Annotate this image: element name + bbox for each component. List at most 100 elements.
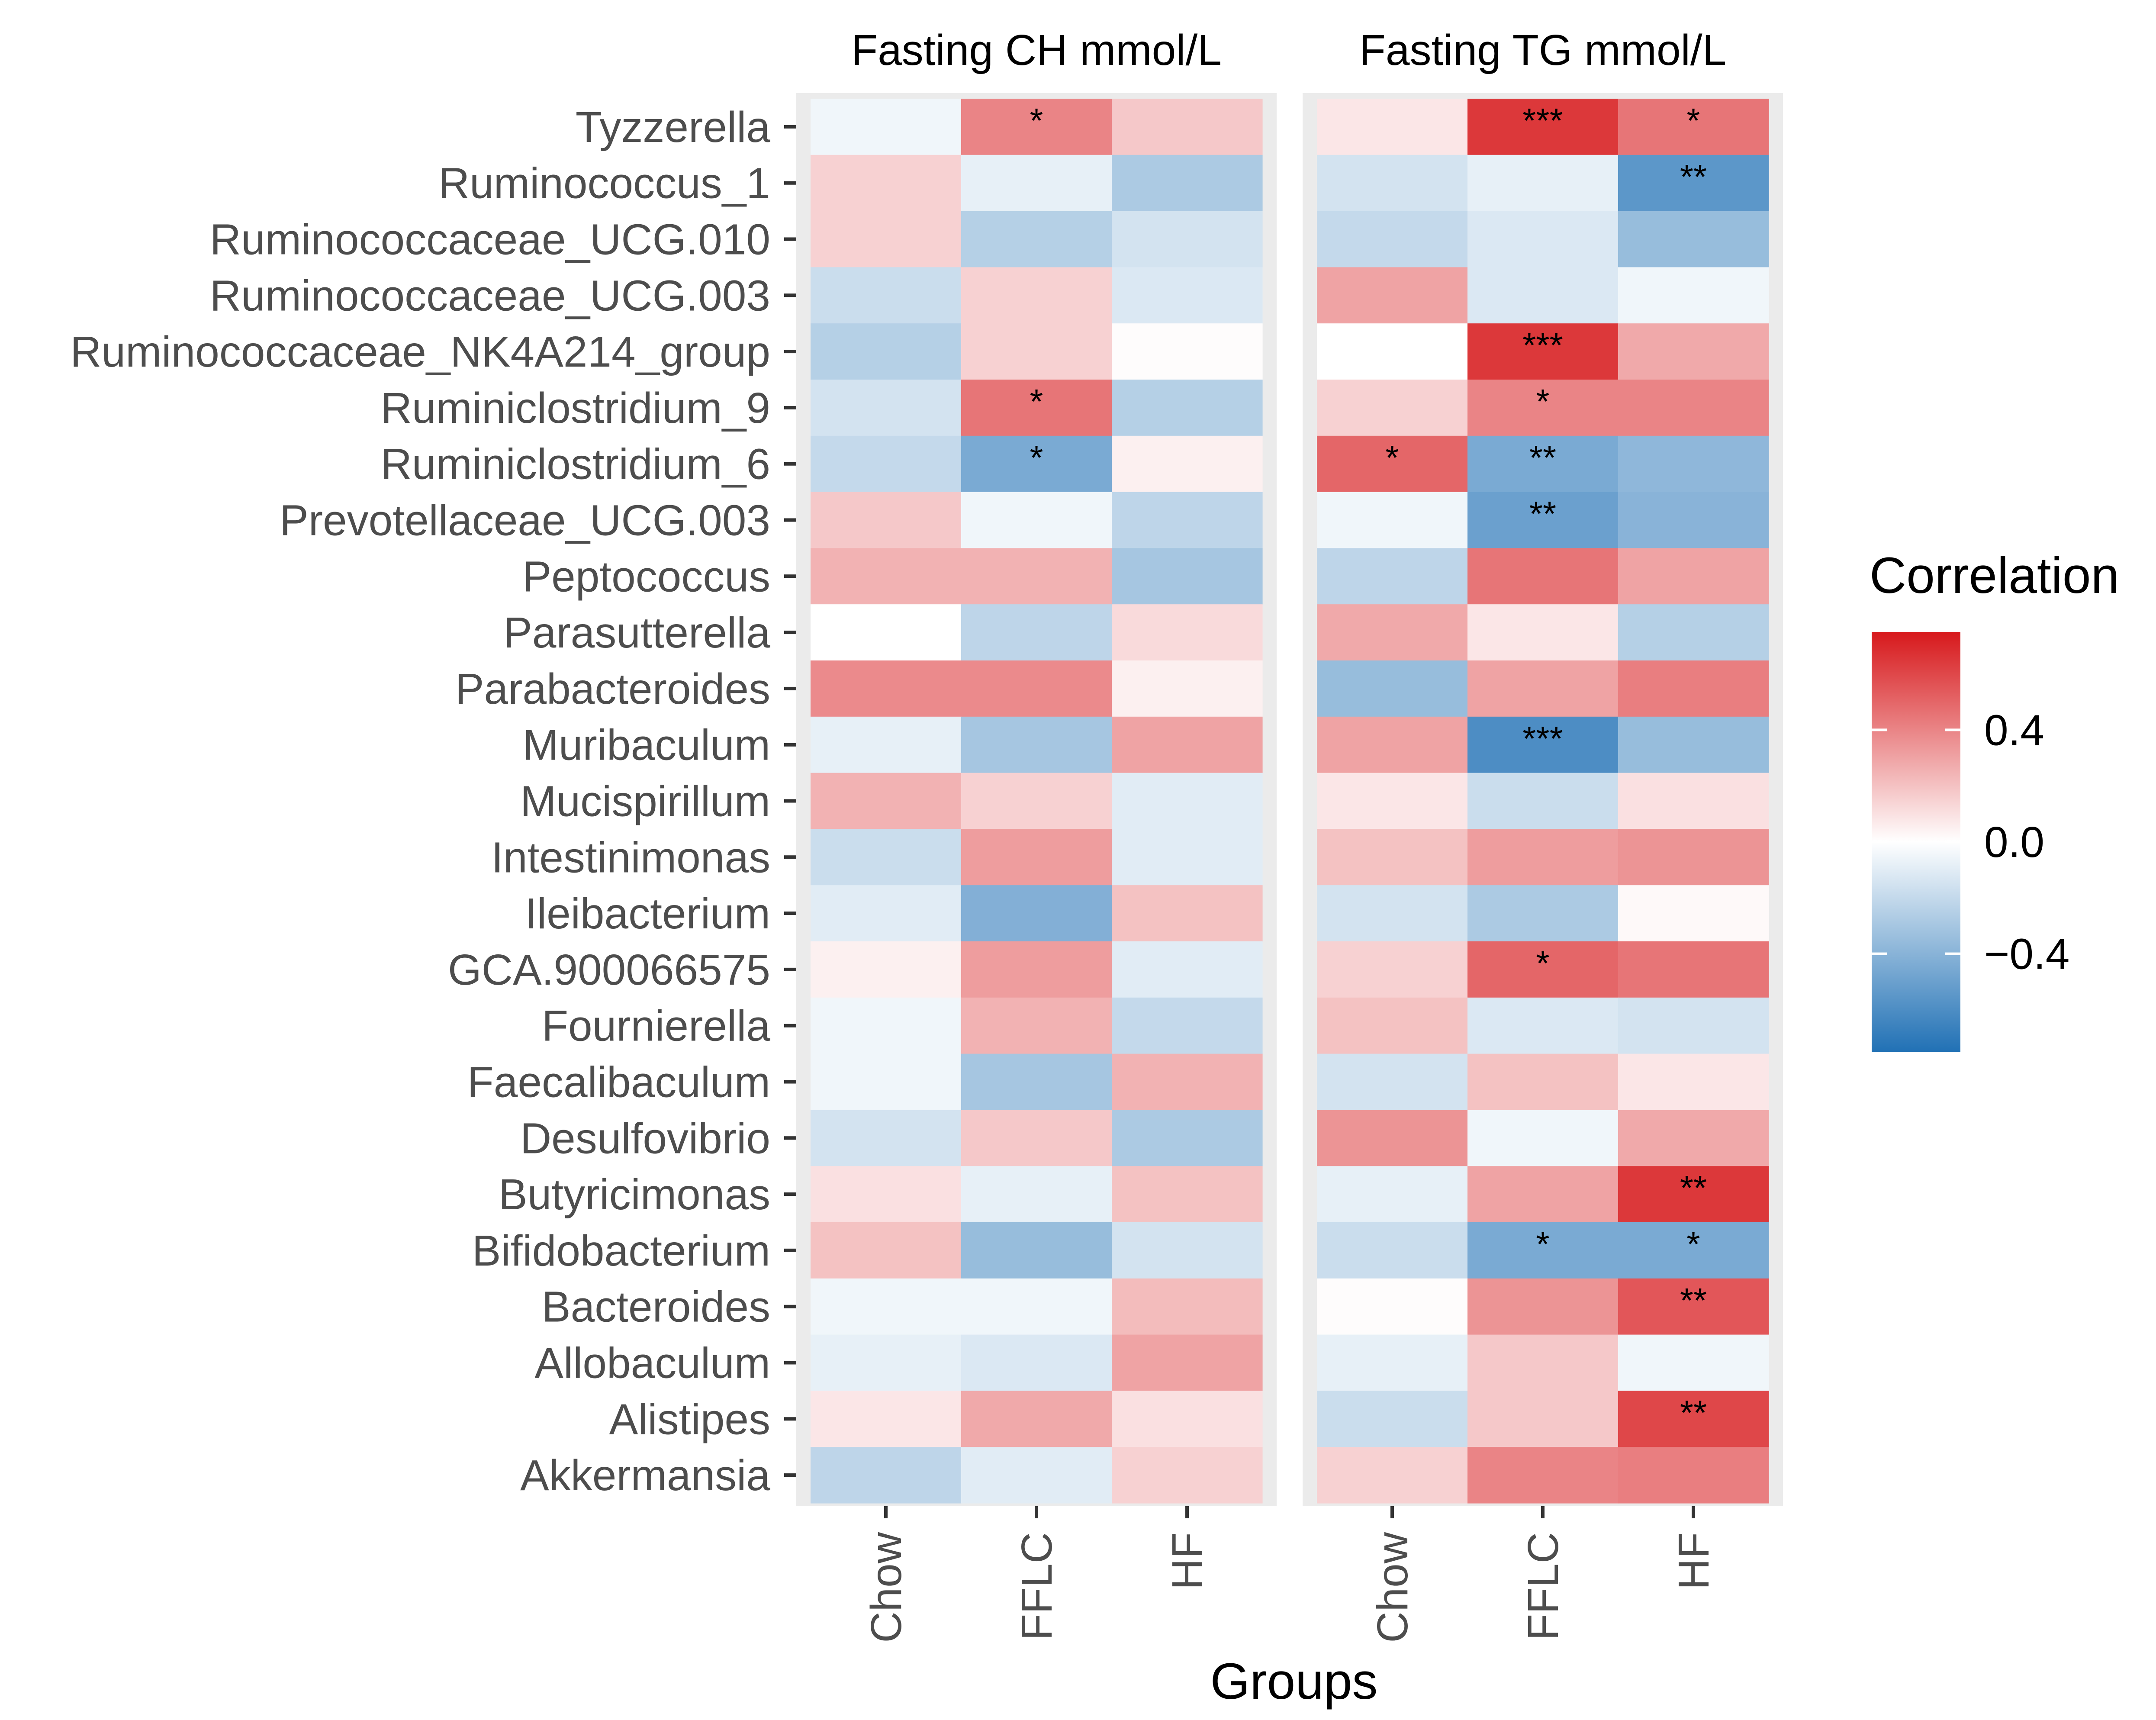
heatmap-cell: [1467, 660, 1619, 717]
heatmap-cell: [811, 716, 962, 773]
panel-2: Fasting TG mmol/L*** ******** *********** *…: [1303, 26, 1783, 1643]
correlation-legend: Correlation 0.4 0.0 −0.4: [1870, 547, 2119, 1052]
heatmap-cell: [961, 380, 1112, 436]
heatmap-cell: [1467, 997, 1619, 1054]
heatmap-cell: [1467, 885, 1619, 942]
heatmap-cell: [961, 1166, 1112, 1223]
y-tick-label: Ileibacterium: [525, 889, 770, 938]
heatmap-cell: [961, 660, 1112, 717]
heatmap-cell: [1317, 716, 1468, 773]
heatmap-cell: [811, 1166, 962, 1223]
heatmap-cell: [961, 1447, 1112, 1504]
y-tick-label: Tyzzerella: [576, 103, 771, 151]
heatmap-cell: [961, 267, 1112, 324]
heatmap-cell: [811, 1222, 962, 1279]
heatmap-cell: [1467, 604, 1619, 661]
significance-label: ***: [1522, 326, 1563, 364]
significance-label: *: [1030, 101, 1043, 140]
heatmap-cell: [811, 435, 962, 493]
y-tick-label: Ruminococcaceae_UCG.003: [210, 271, 770, 320]
heatmap-cell: [1112, 155, 1263, 212]
heatmap-cell: [1112, 885, 1263, 942]
y-tick-label: Faecalibaculum: [467, 1058, 770, 1107]
heatmap-cell: [1467, 829, 1619, 886]
heatmap-cell: [961, 997, 1112, 1054]
heatmap-cell: [811, 997, 962, 1054]
heatmap-cell: [1467, 380, 1619, 436]
heatmap-cell: [1467, 267, 1619, 324]
heatmap-cell: [1317, 1053, 1468, 1110]
heatmap-cell: [1112, 1166, 1263, 1223]
heatmap-cell: [1618, 997, 1769, 1054]
heatmap-cell: [1317, 1391, 1468, 1447]
y-tick-label: GCA.900066575: [448, 946, 770, 994]
heatmap-cell: [811, 548, 962, 605]
legend-title: Correlation: [1870, 547, 2119, 604]
heatmap-cell: [961, 548, 1112, 605]
legend-tick-label: −0.4: [1984, 930, 2069, 979]
legend-tick-label: 0.4: [1984, 706, 2044, 754]
heatmap-cell: [1618, 1391, 1769, 1447]
heatmap-cell: [1317, 323, 1468, 380]
heatmap-cell: [1317, 604, 1468, 661]
significance-label: *: [1536, 944, 1549, 982]
heatmap-cell: [1317, 492, 1468, 548]
y-tick-label: Muribaculum: [523, 721, 770, 770]
heatmap-cell: [1317, 99, 1468, 155]
panel-title: Fasting CH mmol/L: [851, 26, 1222, 74]
significance-label: ***: [1522, 719, 1563, 758]
heatmap-cell: [1317, 1447, 1468, 1504]
significance-label: **: [1680, 1281, 1707, 1320]
heatmap-cell: [1467, 435, 1619, 493]
heatmap-cell: [961, 323, 1112, 380]
y-tick-label: Ruminococcaceae_NK4A214_group: [70, 328, 770, 376]
heatmap-cell: [811, 773, 962, 829]
heatmap-cell: [1618, 660, 1769, 717]
heatmap-cell: [1112, 604, 1263, 661]
heatmap-cell: [1467, 716, 1619, 773]
heatmap-cell: [1618, 941, 1769, 998]
x-tick-label: HF: [1670, 1532, 1718, 1590]
heatmap-cell: [1467, 155, 1619, 212]
heatmap-cell: [1112, 99, 1263, 155]
x-tick-label: Chow: [1368, 1532, 1417, 1643]
heatmap-cell: [1467, 1278, 1619, 1335]
heatmap-cell: [961, 1334, 1112, 1391]
heatmap-cell: [1618, 267, 1769, 324]
heatmap-cell: [961, 941, 1112, 998]
heatmap-cell: [1618, 323, 1769, 380]
heatmap-cell: [961, 1222, 1112, 1279]
heatmap-cell: [1112, 1222, 1263, 1279]
heatmap-cell: [961, 435, 1112, 493]
significance-label: *: [1686, 1225, 1700, 1263]
heatmap-cell: [961, 99, 1112, 155]
heatmap-cell: [1467, 1334, 1619, 1391]
y-tick-label: Parabacteroides: [455, 665, 770, 713]
heatmap-cell: [1618, 773, 1769, 829]
heatmap-cell: [811, 380, 962, 436]
heatmap-cell: [811, 941, 962, 998]
significance-label: *: [1536, 1225, 1549, 1263]
heatmap-cell: [1317, 1110, 1468, 1166]
heatmap-cell: [961, 716, 1112, 773]
heatmap-cell: [1467, 492, 1619, 548]
significance-label: **: [1680, 158, 1707, 196]
significance-label: **: [1680, 1393, 1707, 1432]
heatmap-cell: [1618, 829, 1769, 886]
heatmap-cell: [1112, 435, 1263, 493]
heatmap-cell: [811, 155, 962, 212]
heatmap-cell: [1112, 1110, 1263, 1166]
x-axis-title: Groups: [1210, 1653, 1378, 1710]
heatmap-cell: [1618, 885, 1769, 942]
heatmap-cell: [1618, 492, 1769, 548]
heatmap-cell: [1112, 660, 1263, 717]
heatmap-cell: [961, 604, 1112, 661]
heatmap-cell: [1317, 380, 1468, 436]
heatmap-cell: [1112, 773, 1263, 829]
heatmap-cell: [1618, 211, 1769, 267]
heatmap-cell: [1317, 941, 1468, 998]
heatmap-cell: [1467, 323, 1619, 380]
heatmap-cell: [1467, 211, 1619, 267]
heatmap-cell: [1317, 435, 1468, 493]
heatmap-cell: [811, 1110, 962, 1166]
